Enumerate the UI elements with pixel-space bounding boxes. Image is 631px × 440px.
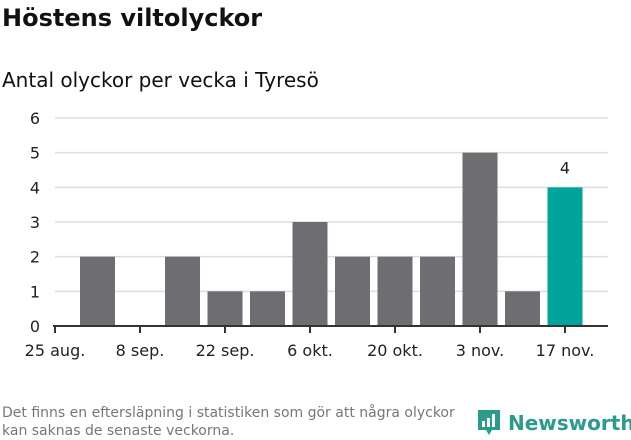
brand-name: Newsworthy — [508, 411, 631, 435]
y-tick-label: 1 — [30, 282, 40, 301]
chart-title: Höstens viltolyckor — [2, 4, 263, 32]
bar — [80, 256, 115, 326]
y-tick-label: 5 — [30, 144, 40, 163]
bar — [207, 291, 243, 326]
x-tick-label: 8 sep. — [116, 341, 165, 360]
bar — [505, 291, 540, 326]
x-tick-label: 22 sep. — [196, 341, 255, 360]
x-tick-label: 6 okt. — [287, 341, 333, 360]
y-tick-label: 4 — [30, 178, 40, 197]
x-tick-label: 20 okt. — [367, 341, 423, 360]
bar — [377, 256, 413, 326]
bar — [462, 152, 498, 326]
bar — [420, 256, 455, 326]
bar — [165, 256, 200, 326]
footnote: Det finns en eftersläpning i statistiken… — [2, 405, 455, 439]
bar — [547, 187, 583, 326]
y-tick-label: 6 — [30, 109, 40, 128]
newsworthy-logo: Newsworthy — [476, 408, 631, 438]
x-tick-label: 3 nov. — [456, 341, 505, 360]
chart-subtitle: Antal olyckor per vecka i Tyresö — [2, 68, 319, 92]
bar — [250, 291, 285, 326]
y-tick-label: 2 — [30, 248, 40, 267]
bar — [335, 256, 370, 326]
y-tick-label: 0 — [30, 317, 40, 336]
data-label: 4 — [560, 158, 570, 177]
logo-chart-icon — [478, 410, 500, 435]
bar — [292, 222, 328, 326]
bar-chart: 0 1 2 3 4 5 6 4 25 aug. 8 sep. 22 sep. 6 okt. 20 okt… — [25, 109, 608, 360]
x-tick-label: 25 aug. — [25, 341, 86, 360]
x-tick-label: 17 nov. — [536, 341, 595, 360]
y-tick-label: 3 — [30, 213, 40, 232]
